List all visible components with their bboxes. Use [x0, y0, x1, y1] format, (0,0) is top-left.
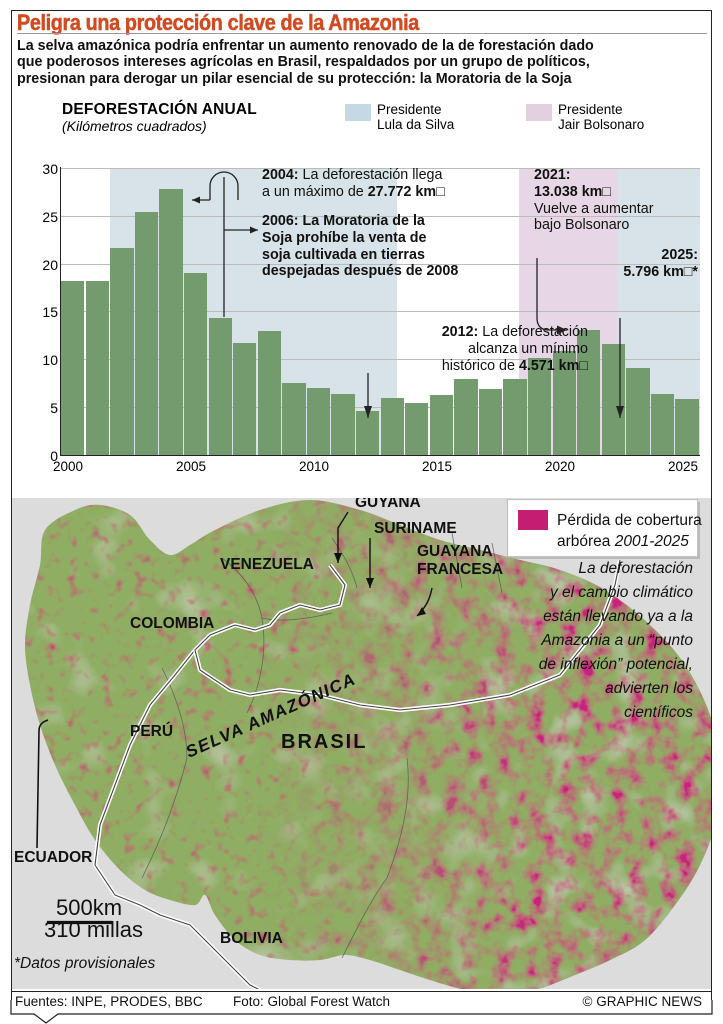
svg-text:ECUADOR: ECUADOR: [14, 849, 92, 866]
svg-text:Amazonia a un “punto: Amazonia a un “punto: [540, 632, 693, 649]
svg-text:310 millas: 310 millas: [44, 917, 143, 942]
svg-text:están llevando ya a la: están llevando ya a la: [543, 608, 693, 625]
svg-text:SURINAME: SURINAME: [374, 520, 457, 537]
svg-text:GUYANA: GUYANA: [355, 498, 421, 511]
svg-text:FRANCESA: FRANCESA: [417, 561, 503, 578]
svg-text:*Datos provisionales: *Datos provisionales: [14, 955, 156, 972]
svg-text:arbórea 2001-2025: arbórea 2001-2025: [557, 533, 689, 550]
svg-text:GUAYANA: GUAYANA: [417, 543, 493, 560]
svg-text:de inflexión” potencial,: de inflexión” potencial,: [539, 656, 693, 673]
svg-text:BRASIL: BRASIL: [281, 731, 367, 753]
svg-text:científicos: científicos: [624, 704, 693, 721]
svg-text:PERÚ: PERÚ: [130, 722, 173, 740]
svg-text:COLOMBIA: COLOMBIA: [130, 615, 214, 632]
svg-text:La deforestación: La deforestación: [578, 560, 693, 577]
svg-text:VENEZUELA: VENEZUELA: [220, 556, 314, 573]
svg-text:y el cambio climático: y el cambio climático: [549, 584, 693, 601]
svg-text:advierten los: advierten los: [605, 680, 693, 697]
svg-text:BOLIVIA: BOLIVIA: [220, 930, 283, 947]
svg-text:Pérdida de cobertura: Pérdida de cobertura: [557, 512, 702, 529]
